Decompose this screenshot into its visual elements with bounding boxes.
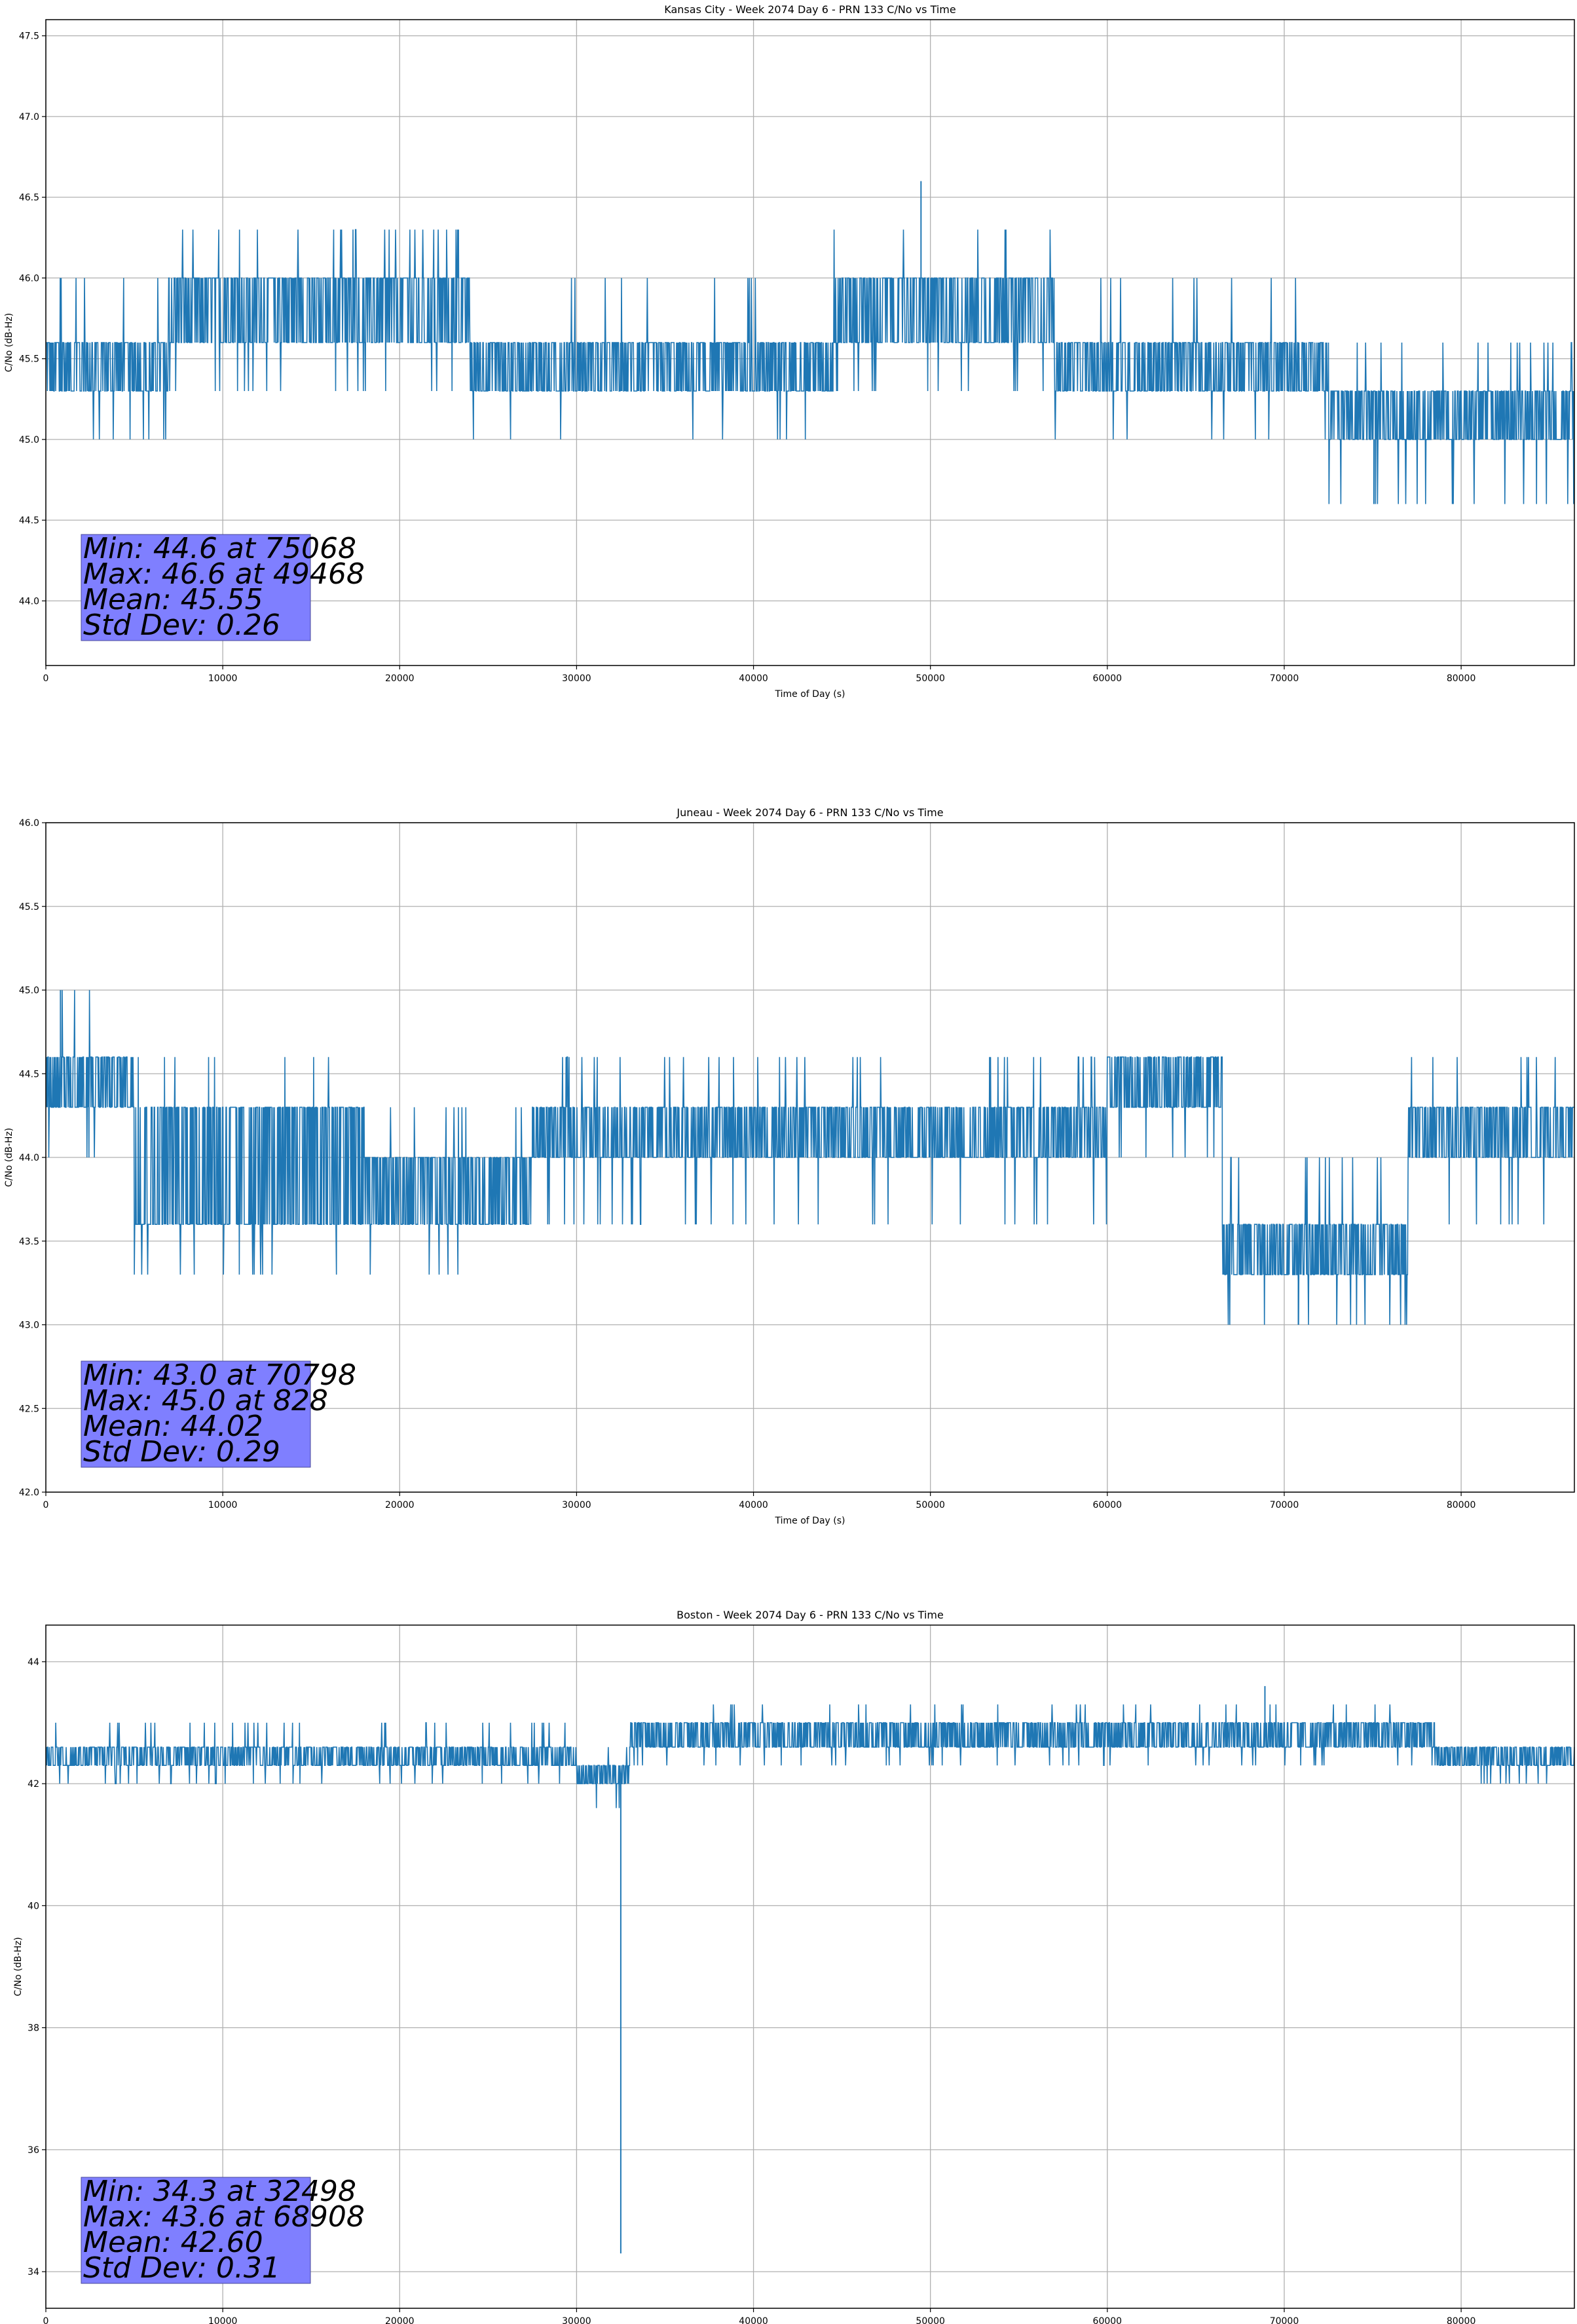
stats-std: Std Dev: 0.26 [83, 609, 280, 642]
y-tick-label: 44 [28, 1657, 39, 1668]
x-tick-label: 0 [43, 673, 49, 684]
stats-max: Max: 46.6 at 49468 [83, 557, 365, 591]
x-tick-label: 80000 [1447, 1500, 1476, 1510]
stats-box-background [81, 2177, 311, 2284]
stats-std: Std Dev: 0.29 [83, 1435, 280, 1469]
y-tick-label: 44.5 [19, 515, 39, 526]
x-tick-label: 70000 [1270, 673, 1299, 684]
y-tick-label: 45.5 [19, 902, 39, 912]
y-tick-label: 47.0 [19, 112, 39, 122]
series-line [46, 229, 1574, 504]
stats-min: Min: 44.6 at 75068 [83, 532, 356, 565]
series-line [46, 990, 1574, 1325]
x-tick-label: 60000 [1093, 1500, 1122, 1510]
stats-max: Max: 43.6 at 68908 [83, 2200, 365, 2234]
y-tick-label: 47.5 [19, 31, 39, 42]
stats-std: Std Dev: 0.31 [83, 2251, 280, 2285]
x-tick-label: 50000 [916, 673, 945, 684]
stats-box-background [81, 534, 311, 641]
y-tick-label: 42.0 [19, 1488, 39, 1498]
y-tick-label: 42 [28, 1779, 39, 1790]
y-tick-label: 40 [28, 1901, 39, 1911]
x-tick-label: 30000 [562, 673, 591, 684]
y-tick-label: 45.0 [19, 986, 39, 996]
y-tick-label: 46.0 [19, 818, 39, 829]
stats-min: Min: 43.0 at 70798 [83, 1359, 356, 1392]
y-tick-label: 36 [28, 2145, 39, 2156]
stats-max: Max: 45.0 at 828 [83, 1384, 328, 1417]
stats-min: Min: 34.3 at 32498 [83, 2175, 356, 2208]
chart-title: Juneau - Week 2074 Day 6 - PRN 133 C/No … [676, 806, 943, 819]
x-tick-label: 70000 [1270, 2316, 1299, 2324]
y-tick-label: 43.5 [19, 1237, 39, 1247]
chart-3: Boston - Week 2074 Day 6 - PRN 133 C/No … [13, 1609, 1575, 2324]
axes-frame [45, 822, 1575, 1493]
stats-mean: Mean: 45.55 [83, 583, 263, 616]
y-tick-label: 45.0 [19, 435, 39, 445]
x-tick-label: 60000 [1093, 673, 1122, 684]
chart-1: Kansas City - Week 2074 Day 6 - PRN 133 … [4, 3, 1575, 700]
chart-title: Kansas City - Week 2074 Day 6 - PRN 133 … [664, 3, 955, 16]
x-tick-label: 60000 [1093, 2316, 1122, 2324]
x-tick-label: 0 [43, 1500, 49, 1510]
series-line [46, 1704, 1574, 1809]
y-axis-label: C/No (dB-Hz) [4, 313, 14, 372]
x-tick-label: 40000 [739, 2316, 768, 2324]
stats-mean: Mean: 42.60 [83, 2226, 263, 2259]
axes-frame [45, 19, 1575, 666]
y-tick-label: 38 [28, 2023, 39, 2034]
x-axis-label: Time of Day (s) [775, 1516, 845, 1526]
x-tick-label: 10000 [208, 673, 238, 684]
x-tick-label: 30000 [562, 1500, 591, 1510]
axes-frame [45, 1624, 1575, 2309]
y-tick-label: 46.0 [19, 273, 39, 284]
x-tick-label: 50000 [916, 2316, 945, 2324]
y-tick-label: 44.0 [19, 596, 39, 607]
y-tick-label: 34 [28, 2267, 39, 2277]
x-tick-label: 20000 [385, 2316, 415, 2324]
y-axis-label: C/No (dB-Hz) [13, 1937, 24, 1996]
x-tick-label: 10000 [208, 1500, 238, 1510]
y-tick-label: 42.5 [19, 1404, 39, 1414]
chart-2: Juneau - Week 2074 Day 6 - PRN 133 C/No … [4, 806, 1575, 1526]
x-tick-label: 20000 [385, 673, 415, 684]
y-tick-label: 45.5 [19, 354, 39, 365]
stats-box-background [81, 1360, 311, 1468]
y-tick-label: 44.5 [19, 1069, 39, 1079]
x-tick-label: 40000 [739, 1500, 768, 1510]
x-tick-label: 10000 [208, 2316, 238, 2324]
y-axis-label: C/No (dB-Hz) [4, 1128, 14, 1187]
y-tick-label: 46.5 [19, 193, 39, 203]
stats-mean: Mean: 44.02 [83, 1410, 263, 1443]
y-tick-label: 44.0 [19, 1153, 39, 1163]
x-tick-label: 50000 [916, 1500, 945, 1510]
x-tick-label: 40000 [739, 673, 768, 684]
x-tick-label: 20000 [385, 1500, 415, 1510]
x-tick-label: 30000 [562, 2316, 591, 2324]
x-tick-label: 80000 [1447, 2316, 1476, 2324]
x-axis-label: Time of Day (s) [775, 689, 845, 700]
x-tick-label: 0 [43, 2316, 49, 2324]
chart-title: Boston - Week 2074 Day 6 - PRN 133 C/No … [677, 1609, 944, 1621]
y-tick-label: 43.0 [19, 1321, 39, 1331]
x-tick-label: 80000 [1447, 673, 1476, 684]
x-tick-label: 70000 [1270, 1500, 1299, 1510]
